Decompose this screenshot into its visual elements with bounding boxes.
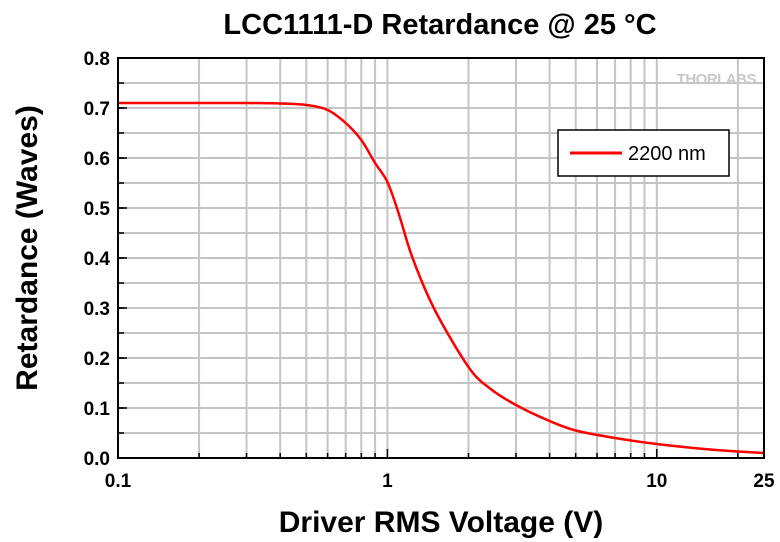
series-line-2200nm	[118, 101, 765, 455]
y-tick-label: 0.7	[84, 99, 110, 120]
grid	[118, 58, 764, 458]
x-tick-label: 25	[753, 471, 775, 492]
y-axis-label: Retardance (Waves)	[11, 105, 44, 391]
y-tick-label: 0.4	[84, 249, 111, 270]
y-tick-label: 0.6	[84, 149, 110, 170]
chart-title: LCC1111-D Retardance @ 25 °C	[223, 9, 656, 41]
x-tick-label: 10	[646, 471, 667, 492]
thorlabs-logo: THORLABS	[677, 71, 757, 88]
y-tick-label: 0.8	[84, 49, 110, 70]
x-axis-label: Driver RMS Voltage (V)	[279, 506, 604, 539]
x-tick-label: 1	[382, 471, 393, 492]
y-tick-label: 0.1	[84, 399, 111, 420]
legend: 2200 nm	[557, 129, 730, 177]
ticks: 0.00.10.20.30.40.50.60.70.80.1 1 10 25	[84, 49, 775, 492]
y-tick-label: 0.2	[84, 349, 110, 370]
y-tick-label: 0.5	[84, 199, 111, 220]
y-tick-label: 0.3	[84, 299, 110, 320]
y-tick-label: 0.0	[84, 449, 110, 470]
series-layer	[118, 101, 765, 455]
x-tick-label: 0.1	[105, 471, 132, 492]
legend-label: 2200 nm	[628, 143, 706, 165]
